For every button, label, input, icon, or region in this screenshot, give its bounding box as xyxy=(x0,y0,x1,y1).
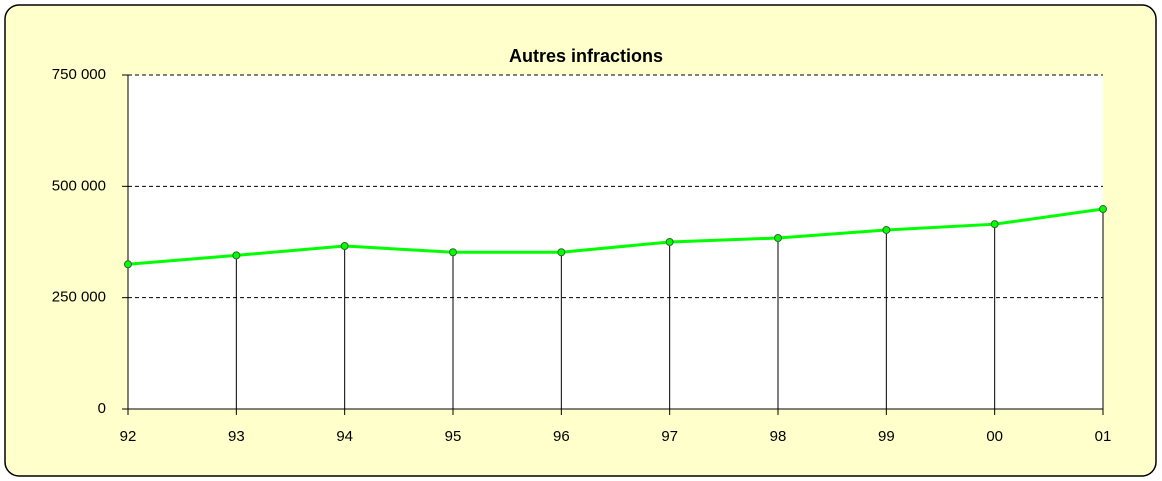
data-line xyxy=(127,207,1104,266)
x-tick-label: 94 xyxy=(336,428,353,445)
data-point xyxy=(665,238,674,246)
data-point xyxy=(124,260,132,269)
plot-area xyxy=(128,75,1103,409)
data-point xyxy=(557,248,566,257)
x-tick-label: 93 xyxy=(228,428,245,445)
y-tick-label: 0 xyxy=(98,400,106,417)
data-point xyxy=(340,242,349,251)
data-point xyxy=(449,248,457,257)
x-tick-label: 92 xyxy=(120,428,137,445)
data-point xyxy=(990,220,999,229)
chart-title: Autres infractions xyxy=(509,46,663,66)
data-point xyxy=(232,251,241,260)
x-tick-label: 96 xyxy=(553,428,570,445)
y-tick-label: 250 000 xyxy=(52,289,106,306)
x-tick-label: 95 xyxy=(445,428,462,445)
x-tick-label: 00 xyxy=(986,428,1003,445)
x-tick-label: 99 xyxy=(878,428,895,445)
x-tick-label: 01 xyxy=(1095,428,1112,445)
y-tick-label: 750 000 xyxy=(52,66,106,83)
x-tick-label: 97 xyxy=(661,428,678,445)
data-point xyxy=(774,233,782,242)
y-tick-label: 500 000 xyxy=(52,177,106,194)
data-point xyxy=(882,225,891,234)
x-tick-label: 98 xyxy=(770,428,787,445)
data-point xyxy=(1099,205,1107,214)
